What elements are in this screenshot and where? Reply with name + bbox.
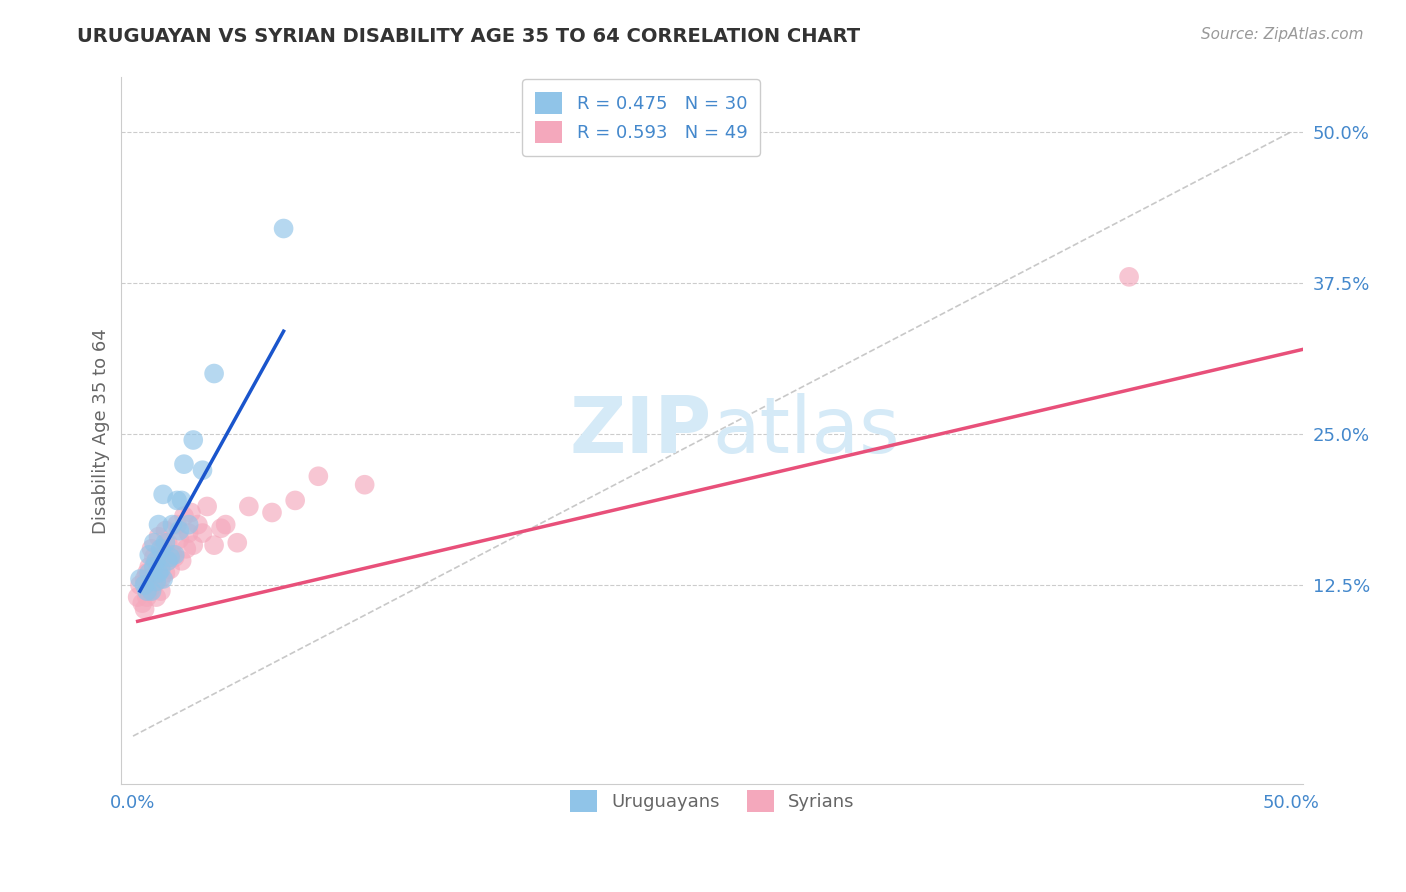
- Point: [162, 548, 184, 562]
- Point: [138, 548, 160, 562]
- Point: [138, 566, 160, 580]
- Point: [159, 562, 181, 576]
- Point: [148, 566, 170, 580]
- Point: [163, 548, 186, 562]
- Point: [176, 541, 198, 556]
- Point: [155, 566, 177, 580]
- Point: [181, 433, 204, 447]
- Point: [260, 506, 283, 520]
- Point: [141, 541, 163, 556]
- Point: [141, 584, 163, 599]
- Point: [163, 550, 186, 565]
- Point: [145, 554, 167, 568]
- Point: [202, 538, 225, 552]
- Text: ZIP: ZIP: [569, 393, 711, 469]
- Point: [141, 572, 163, 586]
- Point: [138, 560, 160, 574]
- Point: [129, 572, 152, 586]
- Point: [191, 463, 214, 477]
- Point: [156, 554, 179, 568]
- Point: [142, 535, 165, 549]
- Legend: Uruguayans, Syrians: Uruguayans, Syrians: [557, 778, 868, 825]
- Point: [134, 578, 156, 592]
- Point: [148, 517, 170, 532]
- Point: [191, 526, 214, 541]
- Point: [273, 221, 295, 235]
- Point: [148, 554, 170, 568]
- Point: [181, 538, 204, 552]
- Point: [215, 517, 238, 532]
- Point: [353, 477, 375, 491]
- Point: [284, 493, 307, 508]
- Point: [169, 524, 191, 538]
- Point: [134, 572, 156, 586]
- Point: [145, 574, 167, 589]
- Point: [307, 469, 329, 483]
- Text: atlas: atlas: [711, 393, 900, 469]
- Point: [135, 590, 157, 604]
- Point: [129, 578, 152, 592]
- Point: [138, 584, 160, 599]
- Point: [177, 526, 200, 541]
- Point: [195, 500, 218, 514]
- Text: URUGUAYAN VS SYRIAN DISABILITY AGE 35 TO 64 CORRELATION CHART: URUGUAYAN VS SYRIAN DISABILITY AGE 35 TO…: [77, 27, 860, 45]
- Point: [187, 517, 209, 532]
- Point: [180, 506, 202, 520]
- Point: [155, 524, 177, 538]
- Point: [1118, 269, 1140, 284]
- Point: [238, 500, 260, 514]
- Point: [127, 590, 149, 604]
- Point: [156, 554, 179, 568]
- Point: [142, 560, 165, 574]
- Point: [149, 562, 172, 576]
- Point: [152, 572, 174, 586]
- Point: [173, 457, 195, 471]
- Point: [131, 596, 153, 610]
- Point: [145, 566, 167, 580]
- Point: [209, 521, 232, 535]
- Point: [159, 550, 181, 565]
- Point: [152, 541, 174, 556]
- Point: [202, 367, 225, 381]
- Point: [162, 517, 184, 532]
- Point: [142, 578, 165, 592]
- Point: [170, 493, 193, 508]
- Point: [170, 554, 193, 568]
- Point: [169, 532, 191, 546]
- Point: [166, 493, 188, 508]
- Point: [145, 590, 167, 604]
- Point: [149, 541, 172, 556]
- Point: [142, 550, 165, 565]
- Point: [152, 550, 174, 565]
- Y-axis label: Disability Age 35 to 64: Disability Age 35 to 64: [93, 328, 110, 533]
- Point: [152, 487, 174, 501]
- Point: [149, 584, 172, 599]
- Point: [134, 602, 156, 616]
- Point: [156, 535, 179, 549]
- Point: [135, 566, 157, 580]
- Text: Source: ZipAtlas.com: Source: ZipAtlas.com: [1201, 27, 1364, 42]
- Point: [148, 530, 170, 544]
- Point: [166, 517, 188, 532]
- Point: [226, 535, 249, 549]
- Point: [177, 517, 200, 532]
- Point: [173, 509, 195, 524]
- Point: [155, 535, 177, 549]
- Point: [135, 584, 157, 599]
- Point: [149, 572, 172, 586]
